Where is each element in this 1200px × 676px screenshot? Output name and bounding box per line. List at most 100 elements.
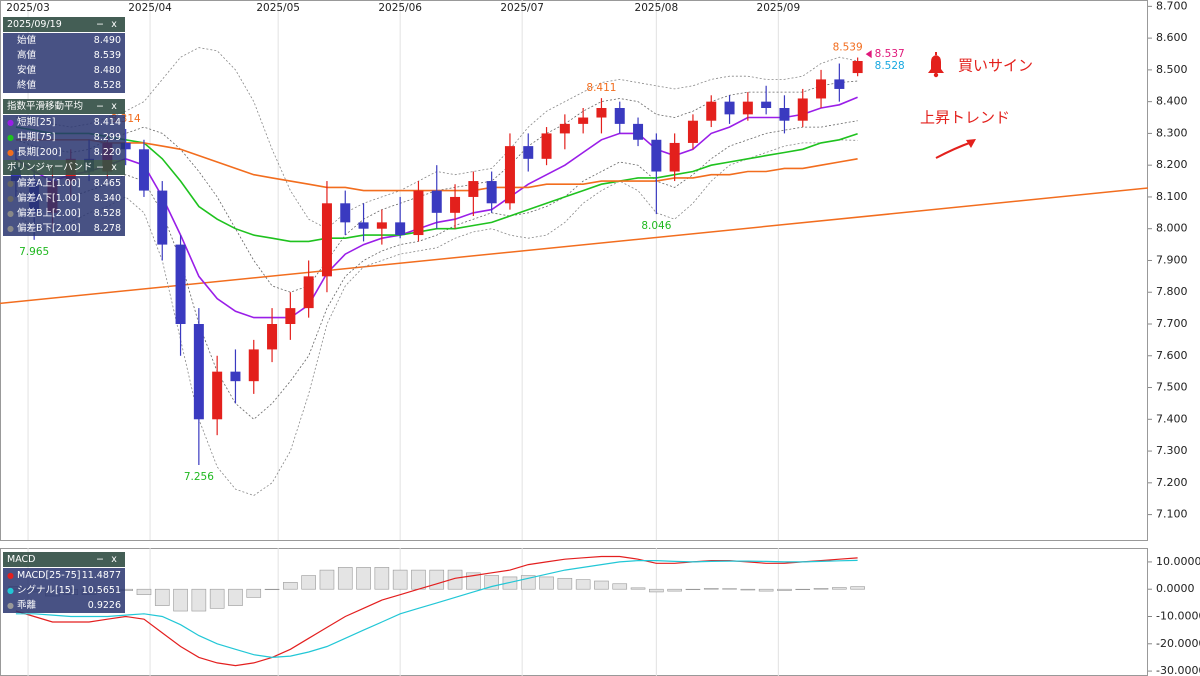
minimize-button[interactable]: − — [96, 162, 104, 173]
ohlc-row: 高値 8.539 — [3, 48, 125, 63]
histogram-bar — [502, 576, 518, 590]
candle-body — [321, 203, 332, 277]
y-tick-label: 7.800 — [1156, 285, 1188, 298]
row-value: 8.480 — [93, 65, 121, 76]
candle-body — [687, 120, 698, 143]
legend-swatch: ● — [7, 571, 14, 580]
legend-label: 中期[75] — [17, 132, 56, 143]
close-label: 8.528 — [875, 60, 905, 72]
histogram-bar — [154, 588, 170, 606]
legend-value: 0.9226 — [87, 600, 121, 611]
legend-entry: ● 乖離 0.9226 — [3, 598, 125, 613]
band-line — [15, 139, 858, 496]
histogram-bar — [795, 588, 811, 591]
candle-body — [669, 142, 680, 172]
y-tick-label: 10.0000 — [1156, 555, 1200, 568]
close-button[interactable]: x — [111, 101, 117, 112]
close-button[interactable]: x — [111, 554, 117, 565]
ohlc-row: 始値 8.490 — [3, 33, 125, 48]
histogram-bar — [374, 567, 390, 590]
row-value: 8.528 — [93, 80, 121, 91]
candle-body — [541, 133, 552, 159]
histogram-bar — [392, 569, 408, 590]
y-tick-label: 7.300 — [1156, 444, 1188, 457]
y-tick-label: 8.400 — [1156, 95, 1188, 108]
y-tick-label: 8.700 — [1156, 0, 1188, 12]
legend-entry: ● 偏差B上[2.00] 8.528 — [3, 206, 125, 221]
panel-header: 指数平滑移動平均 − x — [3, 99, 125, 114]
legend-label: 短期[25] — [17, 117, 56, 128]
legend-value: 10.5651 — [81, 585, 121, 596]
minimize-button[interactable]: − — [96, 19, 104, 30]
candle-body — [395, 222, 406, 236]
legend-value: 8.414 — [93, 117, 121, 128]
histogram-bar — [813, 588, 829, 590]
legend-entry: ● 長期[200] 8.220 — [3, 145, 125, 160]
candle-body — [413, 190, 424, 236]
close-button[interactable]: x — [111, 19, 117, 30]
row-value: 8.490 — [93, 35, 121, 46]
histogram-bar — [575, 579, 591, 590]
candle-body — [852, 60, 863, 74]
ohlc-row: 安値 8.480 — [3, 63, 125, 78]
x-tick-label: 2025/08 — [635, 2, 679, 14]
low-label: 7.256 — [184, 471, 214, 483]
minimize-button[interactable]: − — [96, 101, 104, 112]
legend-value: 11.4877 — [81, 570, 121, 581]
histogram-bar — [777, 588, 792, 591]
panel-title: ボリンジャーバンド — [7, 162, 93, 173]
legend-entry: ● MACD[25-75] 11.4877 — [3, 568, 125, 583]
legend-entry: ● シグナル[15] 10.5651 — [3, 583, 125, 598]
legend-entry: ● 中期[75] 8.299 — [3, 130, 125, 145]
y-tick-label: 7.500 — [1156, 381, 1188, 394]
macd-panel — [0, 548, 1148, 676]
current-price-label: 8.537 — [875, 48, 905, 60]
legend-value: 8.278 — [93, 223, 121, 234]
close-button[interactable]: x — [111, 162, 117, 173]
legend-swatch: ● — [7, 586, 14, 595]
histogram-bar — [319, 569, 335, 590]
candle-body — [376, 222, 387, 229]
y-tick-label: -30.0000 — [1156, 664, 1200, 676]
y-tick-label: 7.900 — [1156, 253, 1188, 266]
legend-label: 偏差B上[2.00] — [17, 208, 81, 219]
legend-swatch: ● — [7, 118, 14, 127]
histogram-bar — [850, 586, 865, 590]
histogram-bar — [539, 576, 554, 590]
low-label: 8.046 — [641, 220, 671, 232]
spacer — [7, 78, 17, 93]
legend-swatch: ● — [7, 209, 14, 218]
histogram-bar — [484, 575, 499, 590]
minimize-button[interactable]: − — [96, 554, 104, 565]
y-tick-label: 7.200 — [1156, 476, 1188, 489]
legend-value: 8.299 — [93, 132, 121, 143]
legend-entry: ● 偏差B下[2.00] 8.278 — [3, 221, 125, 236]
y-tick-label: 7.400 — [1156, 412, 1188, 425]
candle-body — [248, 349, 259, 382]
trendline — [0, 187, 1148, 305]
candle-body — [450, 196, 461, 213]
y-tick-label: 8.500 — [1156, 63, 1188, 76]
candle-body — [230, 371, 241, 382]
candle-body — [761, 101, 772, 108]
candle-body — [834, 79, 845, 89]
legend-value: 8.340 — [93, 193, 121, 204]
spacer — [7, 48, 17, 63]
histogram-bar — [466, 572, 481, 590]
histogram-bar — [612, 583, 628, 590]
legend-label: MACD[25-75] — [17, 570, 81, 581]
band-line — [15, 120, 858, 420]
histogram-bar — [264, 588, 280, 591]
histogram-bar — [209, 588, 225, 609]
y-tick-label: -10.0000 — [1156, 610, 1200, 623]
spacer — [7, 33, 17, 48]
row-label: 終値 — [17, 80, 37, 91]
panel-header: 2025/09/19 − x — [3, 17, 125, 32]
candle-body — [157, 190, 168, 245]
bell-icon — [928, 52, 944, 78]
spacer — [7, 63, 17, 78]
ohlc-panel: 2025/09/19− x 始値 8.490 高値 8.539 安値 8.480 終値 8.52… — [3, 17, 125, 236]
legend-value: 8.465 — [93, 178, 121, 189]
